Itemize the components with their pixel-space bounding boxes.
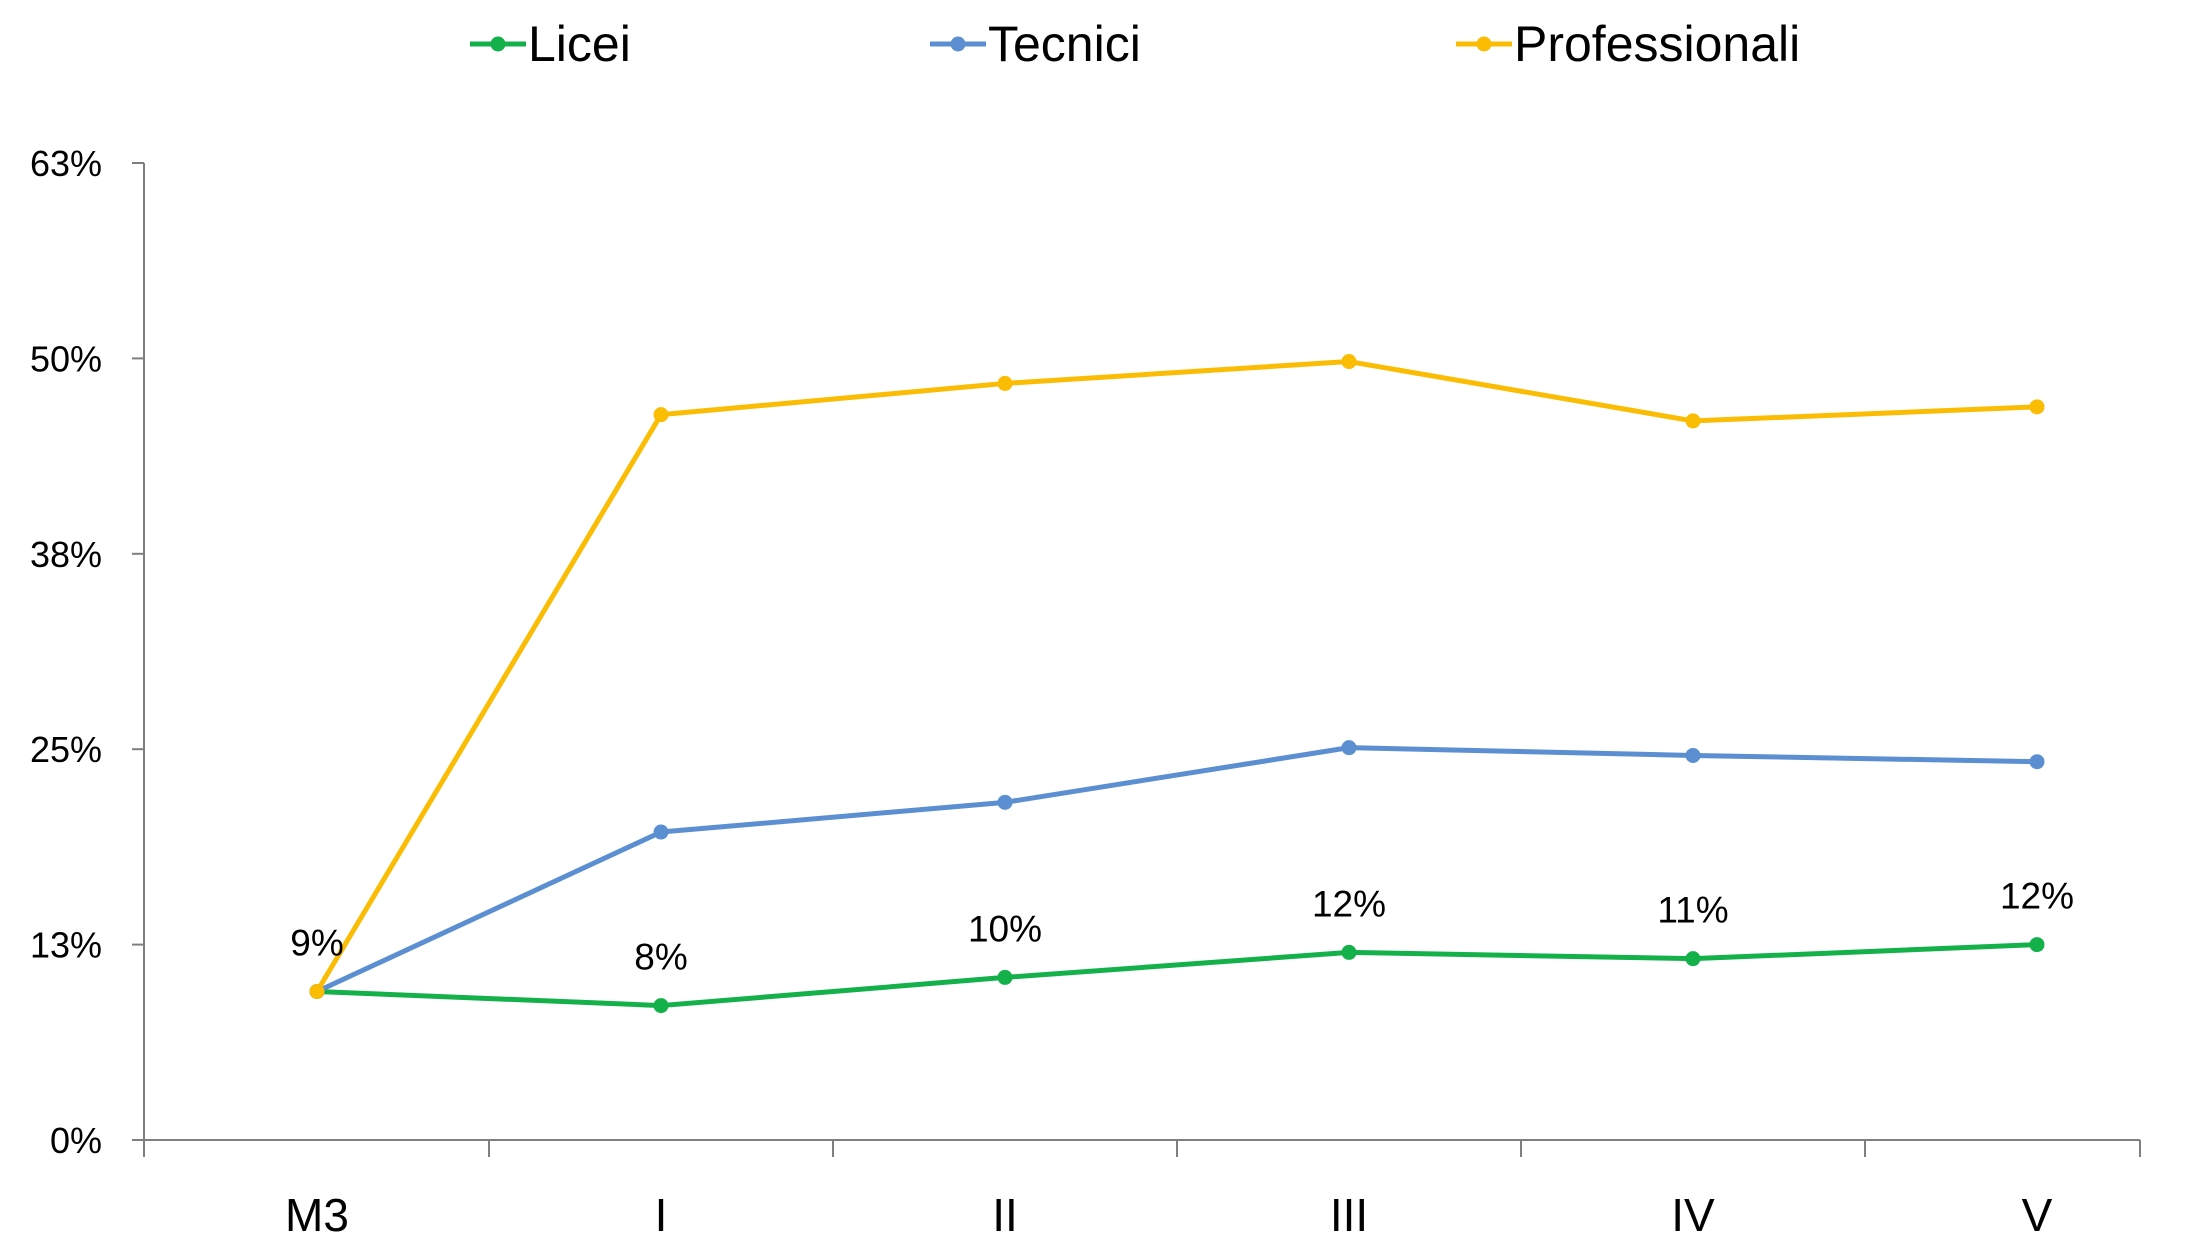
x-tick-label: I — [655, 1189, 668, 1239]
data-label: 10% — [968, 908, 1042, 949]
legend-item-tecnici: Tecnici — [930, 16, 1141, 72]
data-point-tecnici — [2029, 754, 2045, 770]
data-point-professionali — [997, 375, 1013, 391]
legend-item-professionali: Professionali — [1456, 16, 1800, 72]
legend-label: Professionali — [1514, 16, 1800, 72]
x-tick-label: IV — [1671, 1189, 1715, 1239]
data-point-tecnici — [653, 824, 669, 840]
legend-item-licei: Licei — [470, 16, 631, 72]
series-group — [309, 354, 2045, 1014]
legend: Licei Tecnici Professionali — [470, 16, 1800, 72]
data-point-tecnici — [1685, 747, 1701, 763]
legend-swatch-marker — [1476, 36, 1492, 52]
data-point-tecnici — [1341, 740, 1357, 756]
data-label: 12% — [2000, 876, 2074, 917]
data-point-professionali — [2029, 399, 2045, 415]
legend-label: Licei — [528, 16, 631, 72]
data-point-licei — [2029, 937, 2045, 953]
data-point-professionali — [653, 407, 669, 423]
y-tick-label: 38% — [30, 534, 102, 575]
series-line-professionali — [314, 359, 2038, 993]
data-point-professionali — [309, 983, 325, 999]
legend-swatch-marker — [490, 36, 506, 52]
x-tick-label: V — [2022, 1189, 2053, 1239]
y-tick-label: 50% — [30, 338, 102, 379]
data-point-licei — [1341, 944, 1357, 960]
y-tick-label: 25% — [30, 729, 102, 770]
legend-swatch-marker — [950, 36, 966, 52]
data-label: 8% — [634, 937, 687, 978]
legend-label: Tecnici — [988, 16, 1141, 72]
data-point-professionali — [1341, 354, 1357, 370]
x-axis: M3 I II III IV V — [143, 1139, 2141, 1239]
series-line-licei — [316, 942, 2038, 1009]
data-point-licei — [997, 969, 1013, 985]
data-label: 9% — [290, 922, 343, 963]
y-tick-label: 63% — [30, 143, 102, 184]
data-point-tecnici — [997, 794, 1013, 810]
data-labels: 9% 8% 10% 12% 11% 12% — [290, 876, 2074, 978]
x-tick-label: M3 — [285, 1189, 349, 1239]
x-tick-label: II — [992, 1189, 1018, 1239]
data-point-licei — [653, 998, 669, 1014]
x-tick-label: III — [1330, 1189, 1368, 1239]
data-point-licei — [1685, 951, 1701, 967]
y-axis: 0% 13% 25% 38% 50% 63% — [30, 143, 145, 1161]
y-tick-label: 13% — [30, 925, 102, 966]
y-tick-label: 0% — [50, 1120, 102, 1161]
data-point-professionali — [1685, 413, 1701, 429]
data-label: 12% — [1312, 883, 1386, 924]
data-label: 11% — [1657, 890, 1728, 931]
series-line-tecnici — [315, 745, 2038, 994]
